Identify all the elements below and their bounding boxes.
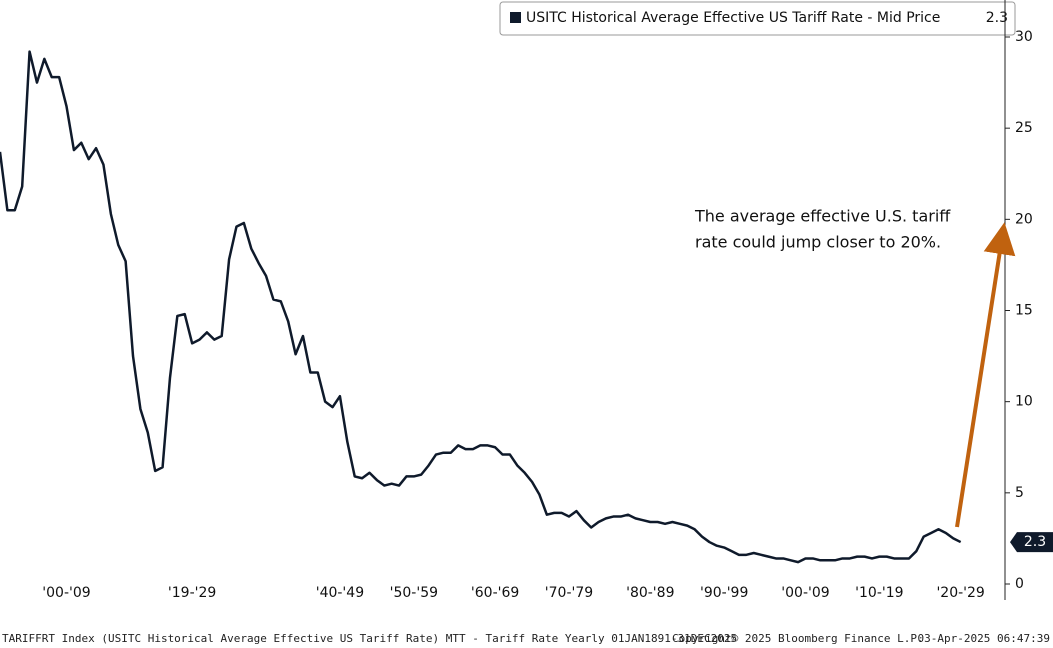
legend-value: 2.3 — [986, 10, 1008, 26]
arrow — [955, 222, 1016, 528]
x-tick-label: '60-'69 — [471, 585, 519, 601]
y-tick-label: 25 — [1015, 120, 1033, 136]
y-tick-label: 15 — [1015, 303, 1033, 319]
footer: 03-Apr-2025 06:47:39 — [918, 632, 1050, 645]
x-tick-label: '00-'09 — [42, 585, 90, 601]
last-value-label: 2.3 — [1024, 534, 1046, 550]
annotation: rate could jump closer to 20%. — [695, 233, 941, 252]
x-tick-label: '20-'29 — [936, 585, 984, 601]
legend-swatch — [510, 12, 521, 23]
x-tick-label: '40-'49 — [316, 585, 364, 601]
y-tick-label: 20 — [1015, 211, 1033, 227]
x-tick-label: '50-'59 — [390, 585, 438, 601]
annotation: The average effective U.S. tariff — [694, 207, 951, 226]
footer: TARIFFRT Index (USITC Historical Average… — [2, 632, 737, 645]
y-tick-label: 30 — [1015, 29, 1033, 45]
legend-box — [499, 1, 1016, 36]
x-tick-label: '19-'29 — [168, 585, 216, 601]
footer: Copyright© 2025 Bloomberg Finance L.P. — [672, 632, 924, 645]
y-tick-label: 10 — [1015, 394, 1033, 410]
y-tick-label: 5 — [1015, 485, 1024, 501]
legend-label: USITC Historical Average Effective US Ta… — [526, 10, 940, 26]
x-tick-label: '70-'79 — [545, 585, 593, 601]
last-value-tag — [1010, 532, 1053, 553]
x-tick-label: '00-'09 — [781, 585, 829, 601]
x-tick-label: '90-'99 — [700, 585, 748, 601]
x-tick-label: '80-'89 — [626, 585, 674, 601]
line — [0, 50, 962, 564]
x-tick-label: '10-'19 — [855, 585, 903, 601]
y-tick-label: 0 — [1015, 576, 1024, 592]
